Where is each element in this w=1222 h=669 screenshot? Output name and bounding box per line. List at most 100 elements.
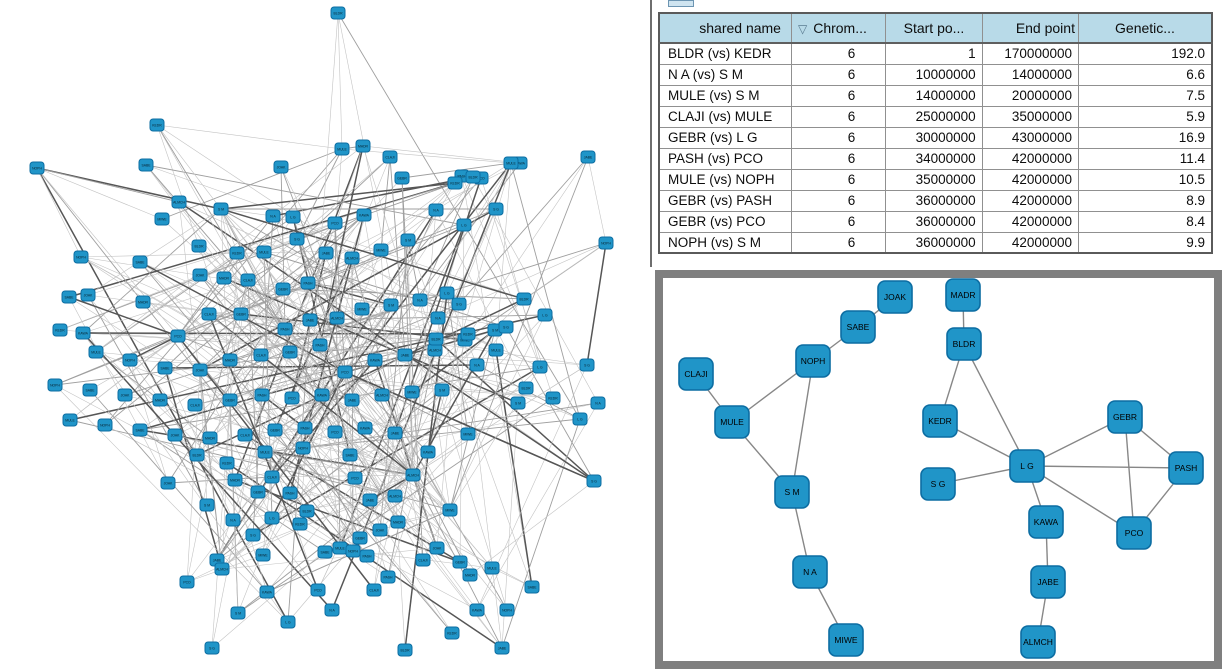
network-node[interactable]: N A bbox=[265, 209, 281, 223]
network-node[interactable]: GEBR bbox=[222, 393, 238, 407]
network-node[interactable]: ALMCH bbox=[214, 562, 230, 576]
network-node[interactable]: BLDR bbox=[191, 239, 207, 253]
network-node[interactable]: ALMCH bbox=[427, 343, 443, 357]
column-header-2[interactable]: Start po... bbox=[885, 12, 983, 44]
network-node-GEBR[interactable]: GEBR bbox=[1107, 400, 1143, 434]
network-node[interactable]: ALMCH bbox=[329, 311, 345, 325]
network-node-BLDR[interactable]: BLDR bbox=[946, 327, 982, 361]
network-node-N A[interactable]: N A bbox=[792, 555, 828, 589]
network-node[interactable]: BLDR bbox=[465, 170, 481, 184]
network-node[interactable]: PASH bbox=[300, 276, 316, 290]
network-node[interactable]: L G bbox=[285, 210, 301, 224]
network-node[interactable]: S M bbox=[510, 396, 526, 410]
network-node-S G[interactable]: S G bbox=[920, 467, 956, 501]
network-node[interactable]: JOAK bbox=[429, 541, 445, 555]
network-node[interactable]: N A bbox=[225, 513, 241, 527]
network-node-JOAK[interactable]: JOAK bbox=[877, 280, 913, 314]
network-node[interactable]: L G bbox=[280, 615, 296, 629]
network-node[interactable]: PASH bbox=[254, 388, 270, 402]
network-node[interactable]: CLAJI bbox=[264, 470, 280, 484]
network-node[interactable]: L G bbox=[439, 286, 455, 300]
network-node[interactable]: KAWA bbox=[420, 445, 436, 459]
network-node[interactable]: PASH bbox=[277, 322, 293, 336]
network-node[interactable]: MADR bbox=[355, 139, 371, 153]
column-header-3[interactable]: End point bbox=[981, 12, 1079, 44]
network-node[interactable]: MIWE bbox=[442, 503, 458, 517]
network-node[interactable]: MULE bbox=[334, 142, 350, 156]
network-node-KAWA[interactable]: KAWA bbox=[1028, 505, 1064, 539]
network-node[interactable]: PCO bbox=[310, 583, 326, 597]
network-node[interactable]: ALMCH bbox=[344, 251, 360, 265]
network-node[interactable]: NOPH bbox=[97, 418, 113, 432]
network-node[interactable]: S G bbox=[289, 232, 305, 246]
network-node[interactable]: ALMCH bbox=[405, 468, 421, 482]
network-node[interactable]: L G bbox=[537, 308, 553, 322]
network-node[interactable]: BLDR bbox=[516, 292, 532, 306]
network-node[interactable]: S G bbox=[498, 320, 514, 334]
network-node[interactable]: BLDR bbox=[397, 643, 413, 657]
network-node[interactable]: CLAJI bbox=[240, 273, 256, 287]
network-node[interactable]: JABE bbox=[387, 426, 403, 440]
table-row[interactable]: GEBR (vs) PCO 6 36000000 42000000 8.4 bbox=[658, 210, 1213, 233]
network-node[interactable]: MULE bbox=[88, 345, 104, 359]
network-node[interactable]: JOAK bbox=[192, 363, 208, 377]
network-node[interactable]: GEBR bbox=[250, 485, 266, 499]
network-node[interactable]: MADR bbox=[135, 295, 151, 309]
network-node[interactable]: MULE bbox=[332, 541, 348, 555]
table-row[interactable]: PASH (vs) PCO 6 34000000 42000000 11.4 bbox=[658, 147, 1213, 170]
network-node[interactable]: BLDR bbox=[428, 332, 444, 346]
network-node[interactable]: SABE bbox=[317, 545, 333, 559]
table-row[interactable]: NOPH (vs) S M 6 36000000 42000000 9.9 bbox=[658, 231, 1213, 254]
table-row[interactable]: GEBR (vs) PASH 6 36000000 42000000 8.9 bbox=[658, 189, 1213, 212]
network-node[interactable]: PASH bbox=[312, 338, 328, 352]
network-node[interactable]: S G bbox=[245, 528, 261, 542]
network-node[interactable]: KEDR bbox=[447, 176, 463, 190]
network-node[interactable]: BLDR bbox=[299, 504, 315, 518]
network-node[interactable]: BLDR bbox=[330, 6, 346, 20]
network-node[interactable]: GEBR bbox=[267, 423, 283, 437]
network-node[interactable]: S G bbox=[451, 297, 467, 311]
network-node[interactable]: MADR bbox=[227, 473, 243, 487]
network-node[interactable]: N A bbox=[590, 396, 606, 410]
network-node[interactable]: JOAK bbox=[160, 476, 176, 490]
network-node[interactable]: SABE bbox=[132, 423, 148, 437]
network-node[interactable]: PASH bbox=[282, 486, 298, 500]
network-node[interactable]: KEDR bbox=[292, 517, 308, 531]
network-node[interactable]: CLAJI bbox=[201, 307, 217, 321]
network-node[interactable]: KAWA bbox=[356, 208, 372, 222]
network-node[interactable]: L G bbox=[532, 360, 548, 374]
table-row[interactable]: N A (vs) S M 6 10000000 14000000 6.6 bbox=[658, 63, 1213, 86]
network-node[interactable]: NOPH bbox=[73, 250, 89, 264]
network-node[interactable]: MADR bbox=[390, 515, 406, 529]
network-node[interactable]: S M bbox=[199, 498, 215, 512]
network-node[interactable]: JABE bbox=[580, 150, 596, 164]
network-node[interactable]: BLDR bbox=[189, 448, 205, 462]
network-node[interactable]: KEDR bbox=[444, 626, 460, 640]
network-node-KEDR[interactable]: KEDR bbox=[922, 404, 958, 438]
network-node[interactable]: NOPH bbox=[499, 603, 515, 617]
network-node[interactable]: CLAJI bbox=[237, 428, 253, 442]
network-node[interactable]: PCO bbox=[327, 216, 343, 230]
network-node[interactable]: KAWA bbox=[357, 421, 373, 435]
network-node[interactable]: MIWE bbox=[154, 212, 170, 226]
sub-network-canvas[interactable]: JOAK MADR SABE BLDR NOPH CLAJI GEBR KEDR MULE L G… bbox=[663, 278, 1214, 661]
column-header-4[interactable]: Genetic... bbox=[1077, 12, 1213, 44]
network-node[interactable]: ALMCH bbox=[374, 388, 390, 402]
network-node[interactable]: S M bbox=[230, 606, 246, 620]
network-node[interactable]: S M bbox=[434, 383, 450, 397]
filter-icon[interactable]: ▽ bbox=[797, 22, 808, 36]
panel-splitter[interactable] bbox=[650, 0, 652, 267]
network-node[interactable]: S M bbox=[213, 202, 229, 216]
network-node[interactable]: KAWA bbox=[75, 326, 91, 340]
network-node-PCO[interactable]: PCO bbox=[1116, 516, 1152, 550]
network-node[interactable]: MADR bbox=[202, 431, 218, 445]
network-node[interactable]: CLAJI bbox=[366, 583, 382, 597]
network-node[interactable]: CLAJI bbox=[415, 553, 431, 567]
network-node[interactable]: GEBR bbox=[452, 555, 468, 569]
network-node[interactable]: S G bbox=[579, 358, 595, 372]
network-node[interactable]: NOPH bbox=[345, 544, 361, 558]
network-node[interactable]: JABE bbox=[344, 393, 360, 407]
column-header-1[interactable]: ▽ Chrom... bbox=[790, 12, 887, 44]
network-node[interactable]: JOAK bbox=[273, 160, 289, 174]
